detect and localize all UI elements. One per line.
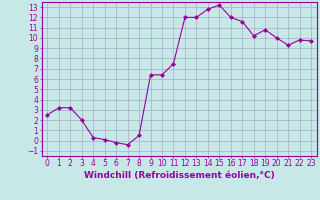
X-axis label: Windchill (Refroidissement éolien,°C): Windchill (Refroidissement éolien,°C)	[84, 171, 275, 180]
